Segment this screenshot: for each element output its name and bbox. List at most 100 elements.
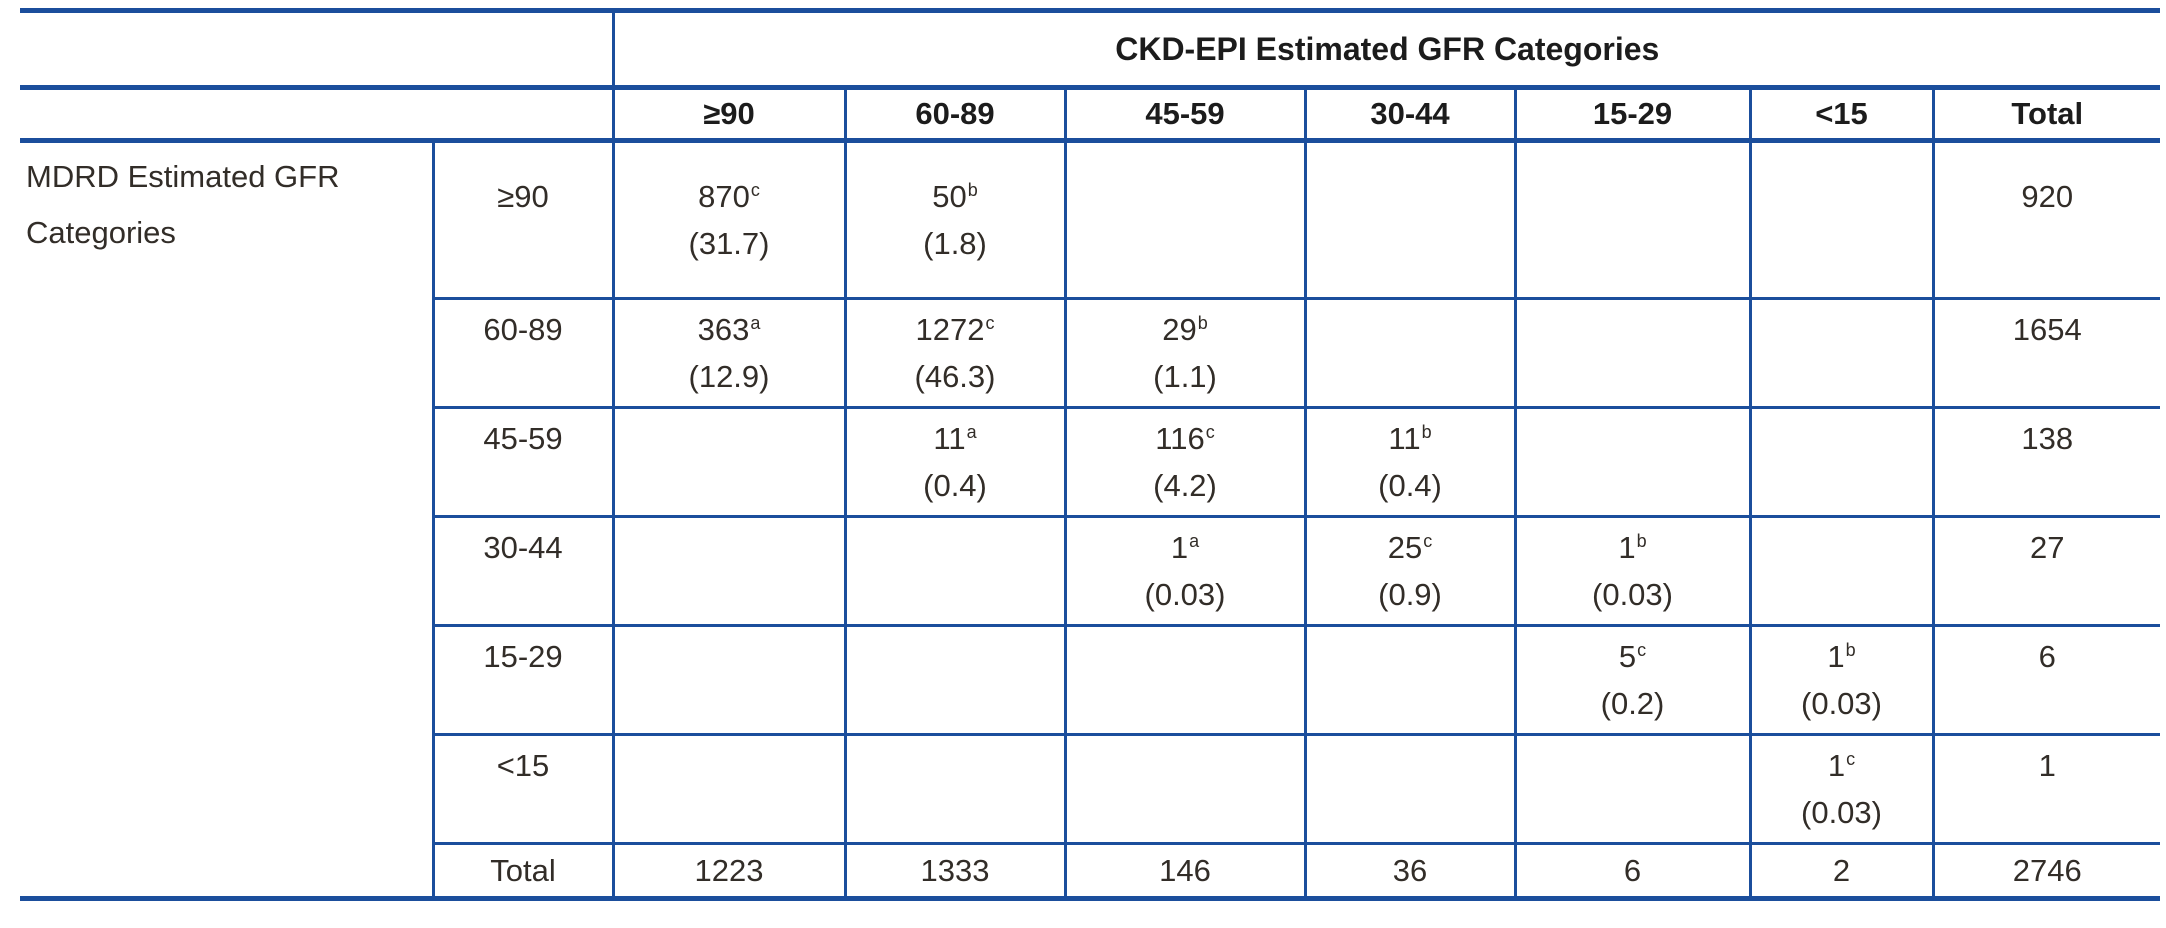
data-cell xyxy=(1748,139,1933,299)
col-header-0: ≥90 xyxy=(611,87,845,143)
cell-percent: (0.03) xyxy=(1801,686,1882,721)
cell-empty-line xyxy=(1518,462,1749,509)
col-header-4: 15-29 xyxy=(1513,87,1750,143)
cell-empty-line xyxy=(1753,524,1932,571)
col-header-3: 30-44 xyxy=(1303,87,1515,143)
cell-empty-line xyxy=(435,353,611,400)
data-cell: 5c (0.2) xyxy=(1513,624,1750,735)
cell-empty-line xyxy=(1936,220,2160,267)
cell-empty-line xyxy=(1068,680,1304,727)
cell-empty-line xyxy=(848,571,1064,618)
data-cell xyxy=(1513,139,1750,299)
data-cell: 363a (12.9) xyxy=(611,297,845,408)
row-header-0: ≥90 xyxy=(433,139,615,299)
cell-value: 11 xyxy=(1388,421,1421,456)
column-total-cell: 36 xyxy=(1303,842,1515,901)
footnote-marker: b xyxy=(1636,530,1647,551)
cell-value: 25 xyxy=(1387,530,1423,565)
cell-line: 11b xyxy=(1308,415,1514,462)
data-cell xyxy=(1303,624,1515,735)
column-group-title-row: CKD-EPI Estimated GFR Categories xyxy=(20,8,2161,90)
footnote-marker: c xyxy=(1205,421,1215,442)
cell-empty-line xyxy=(435,680,611,727)
totals-row: Total 1223 1333 146 36 6 2 2746 xyxy=(20,842,2161,901)
cell-empty-line xyxy=(848,680,1064,727)
row-header-total: Total xyxy=(433,842,615,901)
row-header-4: 15-29 xyxy=(433,624,615,735)
cell-empty-line xyxy=(1936,353,2160,400)
table-row: 60-89 363a (12.9) 1272c (46.3) 29b (1.1) 1654 xyxy=(20,297,2161,408)
cell-percent: (0.4) xyxy=(1378,468,1442,503)
cell-empty-line xyxy=(1518,306,1749,353)
cell-empty-line xyxy=(1068,789,1304,836)
cell-empty-line xyxy=(435,220,611,267)
cell-percent: (0.03) xyxy=(1801,795,1882,830)
cell-line: 6 xyxy=(1936,633,2160,680)
cell-line: 363a xyxy=(616,306,844,353)
footnote-marker: c xyxy=(985,312,995,333)
cell-empty-line xyxy=(1936,571,2160,618)
cell-empty-line xyxy=(1068,742,1304,789)
cell-line: 1b xyxy=(1518,524,1749,571)
data-cell: 1b (0.03) xyxy=(1513,515,1750,626)
cell-value: 50 xyxy=(932,179,967,214)
row-total-cell: 6 xyxy=(1931,624,2161,735)
data-cell xyxy=(843,733,1065,844)
cell-value: 363 xyxy=(697,312,750,347)
cell-line: 1654 xyxy=(1936,306,2160,353)
column-total-cell: 1333 xyxy=(843,842,1065,901)
corner-blank-cell xyxy=(20,8,615,90)
footnote-marker: b xyxy=(1197,312,1208,333)
data-cell xyxy=(1513,733,1750,844)
cell-value: 1 xyxy=(2038,748,2056,783)
cell-empty-line xyxy=(1518,789,1749,836)
col-header-1: 60-89 xyxy=(843,87,1065,143)
cell-empty-line xyxy=(1068,173,1304,220)
cell-empty-line xyxy=(435,462,611,509)
cell-percent: (0.9) xyxy=(1378,577,1442,612)
table-row: 15-29 5c (0.2) 1b (0.03) 6 xyxy=(20,624,2161,735)
cell-line: ≥90 xyxy=(435,173,611,220)
cell-empty-line xyxy=(1518,742,1749,789)
cell-value: 1654 xyxy=(2012,312,2082,347)
cell-empty-line xyxy=(1308,633,1514,680)
cell-value: 1 xyxy=(1618,530,1636,565)
data-cell xyxy=(611,515,845,626)
cell-empty-line xyxy=(1936,680,2160,727)
footnote-marker: c xyxy=(1637,639,1647,660)
cell-value: 1 xyxy=(1827,748,1846,783)
cell-line: 50b xyxy=(848,173,1064,220)
cell-value: 5 xyxy=(1618,639,1637,674)
cell-empty-line xyxy=(1936,789,2160,836)
cell-empty-line xyxy=(1068,633,1304,680)
row-total-cell: 920 xyxy=(1931,139,2161,299)
data-cell xyxy=(1303,139,1515,299)
cell-percent: (0.03) xyxy=(1592,577,1673,612)
cell-empty-line xyxy=(616,571,844,618)
cell-percent: (31.7) xyxy=(688,226,770,261)
grand-total-cell: 2746 xyxy=(1931,842,2161,901)
row-header-5: <15 xyxy=(433,733,615,844)
data-cell xyxy=(1513,297,1750,408)
row-group-title-line: MDRD Estimated GFR xyxy=(26,159,340,194)
cell-line: 30-44 xyxy=(435,524,611,571)
gfr-crosstab-table: CKD-EPI Estimated GFR Categories ≥90 60-8… xyxy=(20,8,2161,901)
data-cell: 25c (0.9) xyxy=(1303,515,1515,626)
cell-value: 11 xyxy=(933,421,966,456)
cell-empty-line xyxy=(616,633,844,680)
cell-empty-line xyxy=(1753,353,1932,400)
cell-empty-line xyxy=(1753,306,1932,353)
cell-value: ≥90 xyxy=(497,179,549,214)
data-cell xyxy=(1063,624,1305,735)
data-cell xyxy=(1303,733,1515,844)
row-total-cell: 138 xyxy=(1931,406,2161,517)
cell-value: 1 xyxy=(1170,530,1189,565)
footnote-marker: c xyxy=(750,179,760,200)
cell-empty-line xyxy=(1753,415,1932,462)
data-cell xyxy=(1513,406,1750,517)
data-cell: 50b (1.8) xyxy=(843,139,1065,299)
cell-percent: (0.4) xyxy=(923,468,987,503)
cell-empty-line xyxy=(1308,220,1514,267)
cell-empty-line xyxy=(848,789,1064,836)
cell-empty-line xyxy=(1068,220,1304,267)
